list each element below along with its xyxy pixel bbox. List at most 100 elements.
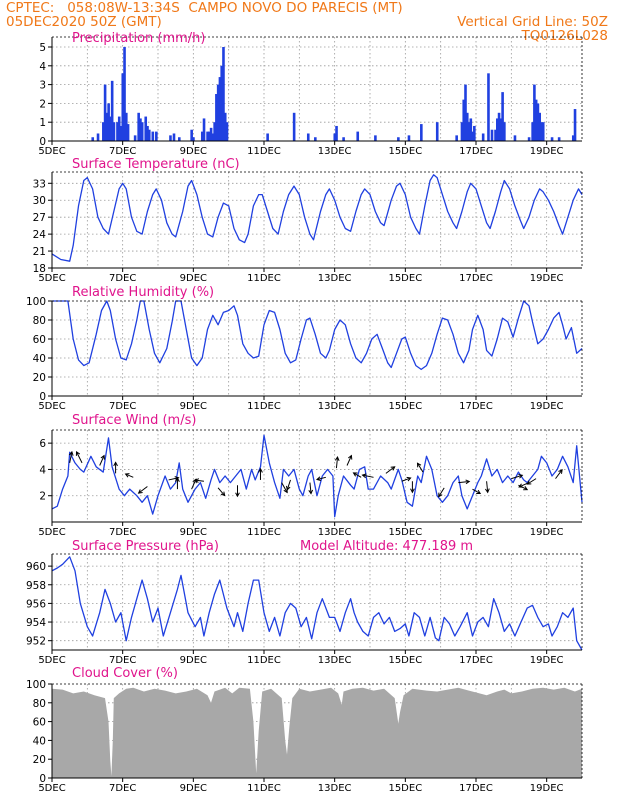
precipitation-bar xyxy=(105,112,109,141)
precipitation-bar xyxy=(513,135,517,141)
precipitation-bar xyxy=(501,92,504,141)
wind-arrow xyxy=(99,454,105,466)
precipitation-bar xyxy=(178,137,181,141)
wind-arrow xyxy=(526,478,537,485)
temperature-x-tick-label: 13DEC xyxy=(318,273,352,284)
wind-arrow-head xyxy=(558,468,563,474)
wind-arrow-head xyxy=(220,491,226,497)
wind-arrow-head xyxy=(523,486,529,491)
precipitation-bar xyxy=(540,122,543,141)
precipitation-bar xyxy=(126,124,130,141)
precipitation-bar xyxy=(292,112,296,141)
wind-arrow xyxy=(334,456,340,469)
precipitation-bar xyxy=(116,122,119,141)
wind-arrow-head xyxy=(315,476,322,481)
cloud_cover-y-tick-label: 80 xyxy=(33,698,46,710)
precipitation-bar xyxy=(460,122,464,141)
wind-x-tick-label: 9DEC xyxy=(180,527,207,538)
precipitation-y-tick-label: 2 xyxy=(39,98,46,110)
cloud_cover-y-tick-label: 0 xyxy=(39,773,46,785)
cloud_cover-x-tick-label: 11DEC xyxy=(247,783,281,794)
precipitation-y-tick-label: 0 xyxy=(39,136,46,148)
temperature-title: Surface Temperature (nC) xyxy=(72,157,240,172)
wind-arrow-head xyxy=(334,456,340,461)
precipitation-bar xyxy=(335,125,338,141)
precipitation-bar xyxy=(496,118,499,141)
model-id: TQ0126L028 xyxy=(521,28,608,44)
cloud_cover-y-tick-label: 40 xyxy=(33,735,46,747)
precipitation-bar xyxy=(573,109,577,141)
wind-arrow-head xyxy=(518,483,524,488)
wind-x-tick-label: 17DEC xyxy=(459,527,493,538)
precipitation-bar xyxy=(147,129,151,141)
precipitation-bar xyxy=(213,122,216,141)
humidity-series-line xyxy=(52,300,583,371)
precipitation-bar xyxy=(146,125,149,141)
precipitation-x-tick-label: 7DEC xyxy=(109,146,136,157)
humidity-x-tick-label: 17DEC xyxy=(459,401,493,412)
pressure-x-tick-label: 5DEC xyxy=(38,655,65,666)
humidity-x-tick-label: 5DEC xyxy=(38,401,65,412)
precipitation-bar xyxy=(333,133,337,141)
wind-x-tick-label: 19DEC xyxy=(530,527,564,538)
precipitation-bar xyxy=(541,122,545,141)
wind-arrow xyxy=(555,468,563,479)
wind-arrow xyxy=(458,479,471,485)
wind-arrow xyxy=(308,482,314,495)
precipitation-bar xyxy=(200,131,204,141)
wind-arrow xyxy=(410,481,415,494)
wind-arrow-shaft xyxy=(346,455,352,466)
precipitation-bar xyxy=(538,112,541,141)
humidity-y-tick-label: 60 xyxy=(33,334,46,346)
precipitation-bar xyxy=(571,135,575,141)
precipitation-bar xyxy=(215,94,218,141)
precipitation-bar xyxy=(220,65,223,141)
wind-arrow xyxy=(113,461,118,474)
humidity-y-tick-label: 0 xyxy=(39,391,46,403)
pressure-title: Surface Pressure (hPa) xyxy=(72,539,219,554)
wind-arrow-head xyxy=(258,467,263,473)
cloud_cover-x-tick-label: 15DEC xyxy=(388,783,422,794)
wind-arrow xyxy=(258,467,263,480)
wind-arrow-head xyxy=(518,474,524,479)
precipitation-bar xyxy=(407,135,411,141)
precipitation-bar xyxy=(356,131,360,141)
wind-arrow-shaft xyxy=(362,474,374,478)
pressure-y-tick-label: 960 xyxy=(26,561,46,573)
humidity-x-tick-label: 11DEC xyxy=(247,401,281,412)
precipitation-bar xyxy=(91,137,95,141)
precipitation-bar xyxy=(533,84,536,141)
wind-arrow xyxy=(235,485,240,498)
precipitation-bar xyxy=(103,84,107,141)
wind-arrow-shaft xyxy=(76,451,83,464)
precipitation-bar xyxy=(192,137,195,141)
precipitation-bar xyxy=(218,77,222,141)
precipitation-bar xyxy=(112,122,116,141)
wind-arrow xyxy=(352,472,362,478)
wind-arrow-head xyxy=(352,472,358,477)
precipitation-bar xyxy=(314,137,317,141)
wind-arrow-shaft xyxy=(195,479,204,482)
precipitation-bar xyxy=(96,133,100,141)
wind-arrow-head xyxy=(406,476,412,482)
precipitation-x-tick-label: 15DEC xyxy=(388,146,422,157)
precipitation-x-tick-label: 17DEC xyxy=(459,146,493,157)
wind-arrow-shaft xyxy=(527,478,537,485)
precipitation-y-tick-label: 3 xyxy=(39,80,46,92)
temperature-x-tick-label: 15DEC xyxy=(388,273,422,284)
precipitation-bar xyxy=(503,122,506,141)
pressure-y-tick-label: 952 xyxy=(26,636,46,648)
wind-arrow-shaft xyxy=(555,469,563,479)
precipitation-bar xyxy=(172,133,176,141)
wind-arrow-shaft xyxy=(335,457,339,469)
humidity-x-tick-label: 13DEC xyxy=(318,401,352,412)
precipitation-bar xyxy=(117,116,121,141)
cloud_cover-x-tick-label: 17DEC xyxy=(459,783,493,794)
precipitation-y-tick-label: 4 xyxy=(39,61,46,73)
cloud_cover-title: Cloud Cover (%) xyxy=(72,666,178,681)
humidity-y-tick-label: 40 xyxy=(33,353,46,365)
precipitation-bar xyxy=(151,131,155,141)
temperature-y-tick-label: 27 xyxy=(33,212,46,224)
wind-arrow-shaft xyxy=(511,474,523,480)
precipitation-x-tick-label: 5DEC xyxy=(38,146,65,157)
